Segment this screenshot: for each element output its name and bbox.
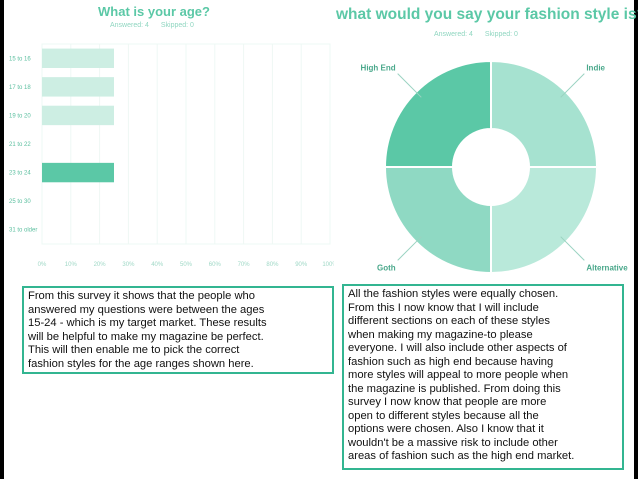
x-tick-label: 90% — [295, 262, 308, 268]
fashion-answered: Answered: 4 — [434, 31, 473, 38]
x-tick-label: 70% — [238, 262, 251, 268]
right-text-line: All the fashion styles were equally chos… — [348, 288, 559, 300]
y-tick-label: 19 to 20 — [9, 113, 31, 119]
y-tick-label: 31 to older — [9, 228, 37, 234]
x-tick-label: 0% — [38, 262, 47, 268]
right-text-line: different sections on each of these styl… — [348, 315, 550, 327]
fashion-skipped: Skipped: 0 — [484, 31, 518, 38]
right-text-box: All the fashion styles were equally chos… — [342, 284, 624, 470]
slice-label: Goth — [377, 263, 396, 272]
donut-slice — [383, 59, 492, 168]
left-text-line: fashion styles for the age ranges shown … — [28, 357, 254, 370]
x-tick-label: 60% — [209, 262, 222, 268]
fashion-chart-title: what would you say your fashion style is… — [336, 6, 638, 23]
bar — [42, 48, 114, 68]
age-chart-title: What is your age? — [98, 4, 210, 19]
fashion-donut-chart: Indie Alternative Goth High End — [361, 59, 628, 275]
age-chart-meta: Answered: 4 Skipped: 0 — [110, 22, 204, 29]
x-tick-label: 100% — [322, 262, 334, 268]
right-text-line: survey I now know that people are more — [348, 396, 547, 408]
leader-line — [560, 236, 585, 261]
right-text-line: areas of fashion such as the high end ma… — [348, 450, 575, 462]
left-text-line: answered my questions were between the a… — [28, 303, 265, 316]
fashion-chart-meta: Answered: 4 Skipped: 0 — [434, 31, 528, 38]
x-tick-label: 80% — [266, 262, 279, 268]
y-tick-label: 23 to 24 — [9, 171, 31, 177]
age-skipped: Skipped: 0 — [160, 22, 194, 29]
left-text-line: 15-24 - which is my target market. These… — [28, 317, 267, 329]
right-text-line: options were chosen. Also I know that it — [348, 423, 544, 435]
x-tick-label: 40% — [151, 262, 164, 268]
bar — [42, 77, 114, 97]
y-tick-label: 15 to 16 — [9, 56, 31, 62]
slice-label: High End — [361, 64, 396, 73]
slice-label: Indie — [586, 64, 605, 73]
left-text-line: From this survey it shows that the peopl… — [28, 290, 255, 302]
x-tick-label: 10% — [65, 262, 78, 268]
slide: What is your age? Answered: 4 Skipped: 0… — [4, 0, 638, 479]
x-tick-label: 50% — [180, 262, 193, 268]
leader-line — [397, 73, 422, 98]
donut-slice — [490, 166, 599, 275]
right-text-line: the magazine is published. From doing th… — [348, 382, 561, 395]
donut-slice — [490, 59, 599, 168]
right-text-line: fashion such as high end because having — [348, 355, 554, 368]
right-text-line: everyone. I will also include other aspe… — [348, 342, 567, 354]
y-tick-label: 21 to 22 — [9, 142, 31, 148]
leader-line — [397, 236, 422, 261]
bar — [42, 105, 114, 126]
right-text-line: wouldn't be a massive risk to include ot… — [348, 436, 558, 449]
x-tick-label: 20% — [94, 262, 107, 268]
donut-slice — [383, 166, 492, 275]
leader-line — [560, 73, 585, 98]
right-text-line: when making my magazine-to please — [348, 328, 533, 341]
age-bar-chart: 0% 10% 20% 30% 40% 50% 60% 70% 80% 90% 100% 15 to 1… — [9, 43, 334, 268]
left-text-box: From this survey it shows that the peopl… — [22, 286, 334, 374]
age-answered: Answered: 4 — [110, 22, 149, 29]
right-text-line: From this I now know that I will include — [348, 301, 539, 314]
bar — [42, 162, 114, 183]
y-tick-label: 17 to 18 — [9, 85, 31, 91]
slice-label: Alternative — [586, 263, 628, 272]
y-tick-label: 25 to 30 — [9, 199, 31, 205]
right-text-line: open to different styles because all the — [348, 409, 539, 422]
left-text-line: will be helpful to make my magazine be p… — [28, 330, 264, 343]
left-text-line: This will then enable me to pick the cor… — [28, 344, 240, 356]
right-text-line: more styles will appeal to more people w… — [348, 369, 569, 381]
x-tick-label: 30% — [122, 262, 135, 268]
